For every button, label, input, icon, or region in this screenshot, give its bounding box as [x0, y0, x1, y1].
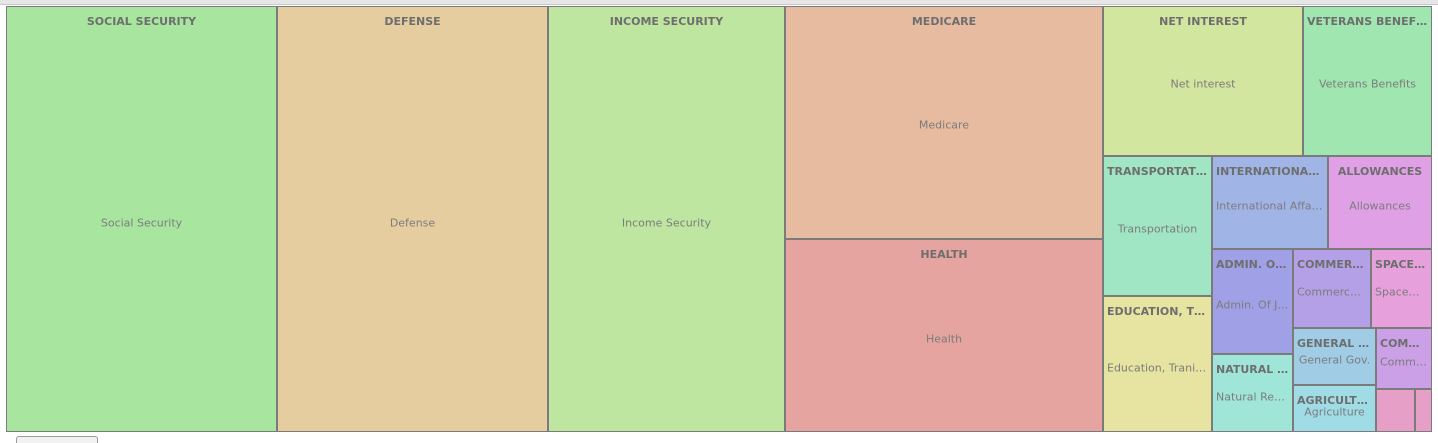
- treemap-cell-natural-resources[interactable]: NATURAL R... Natural Reso...: [1212, 354, 1293, 432]
- treemap-cell-title: INTERNATIONAL A...: [1216, 165, 1327, 178]
- treemap-cell-social-security[interactable]: SOCIAL SECURITY Social Security: [6, 6, 277, 432]
- treemap-cell-label: Transportation: [1117, 222, 1198, 236]
- treemap-cell-title: INCOME SECURITY: [609, 15, 724, 28]
- treemap-cell-transportation[interactable]: TRANSPORTATION Transportation: [1103, 156, 1212, 296]
- treemap-cell-small-b[interactable]: [1415, 389, 1432, 432]
- treemap-cell-health[interactable]: HEALTH Health: [785, 239, 1103, 432]
- treemap-cell-label: Health: [925, 332, 963, 346]
- treemap-cell-title: EDUCATION, TRA...: [1107, 305, 1211, 318]
- treemap-cell-title: ALLOWANCES: [1337, 165, 1423, 178]
- treemap-cell-defense[interactable]: DEFENSE Defense: [277, 6, 548, 432]
- treemap-cell-label: Education, Traning...: [1107, 361, 1211, 375]
- treemap-cell-label: Defense: [389, 216, 436, 230]
- treemap-cell-label: International Affairs: [1216, 199, 1325, 213]
- treemap-cell-label: Admin. Of Ju...: [1216, 298, 1292, 312]
- treemap-cell-title: GENERAL G...: [1297, 337, 1375, 350]
- treemap-cell-net-interest[interactable]: NET INTEREST Net interest: [1103, 6, 1303, 156]
- treemap-cell-admin-of-justice[interactable]: ADMIN. OF ... Admin. Of Ju...: [1212, 249, 1293, 354]
- treemap-cell-medicare[interactable]: MEDICARE Medicare: [785, 6, 1103, 239]
- treemap-chart: SOCIAL SECURITY Social Security DEFENSE Def…: [6, 6, 1432, 432]
- treemap-cell-title: TRANSPORTATION: [1107, 165, 1211, 178]
- treemap-cell-title: COMMERC...: [1297, 258, 1370, 271]
- treemap-cell-title: NET INTEREST: [1159, 15, 1247, 28]
- treemap-cell-agriculture[interactable]: AGRICULTU... Agriculture: [1293, 385, 1376, 432]
- treemap-cell-international-affairs[interactable]: INTERNATIONAL A... International Affairs: [1212, 156, 1328, 249]
- treemap-cell-label: Agriculture: [1304, 405, 1365, 419]
- treemap-cell-label: Veterans Benefits: [1318, 77, 1416, 91]
- treemap-cell-title: MEDICARE: [911, 15, 977, 28]
- treemap-cell-label: Natural Reso...: [1216, 390, 1292, 404]
- treemap-cell-title: HEALTH: [920, 248, 968, 261]
- treemap-cell-title: VETERANS BENEFITS: [1307, 15, 1431, 28]
- treemap-cell-title: SOCIAL SECURITY: [86, 15, 197, 28]
- treemap-cell-education[interactable]: EDUCATION, TRA... Education, Traning...: [1103, 296, 1212, 432]
- treemap-cell-label: Income Security: [621, 216, 712, 230]
- treemap-cell-label: General Gov.: [1298, 353, 1371, 367]
- treemap-cell-label: Social Security: [100, 216, 183, 230]
- top-frame-line: [0, 0, 1438, 5]
- treemap-cell-title: NATURAL R...: [1216, 363, 1292, 376]
- treemap-cell-space[interactable]: SPACE&... Space&T...: [1371, 249, 1432, 328]
- treemap-cell-label: Space&T...: [1375, 285, 1431, 299]
- treemap-cell-title: DEFENSE: [384, 15, 441, 28]
- treemap-cell-label: Allowances: [1349, 199, 1411, 213]
- treemap-cell-community[interactable]: COMM... Commu...: [1376, 328, 1432, 389]
- treemap-cell-general-gov[interactable]: GENERAL G... General Gov.: [1293, 328, 1376, 385]
- treemap-cell-title: COMM...: [1380, 337, 1431, 350]
- treemap-cell-label: Commerce&...: [1297, 285, 1370, 299]
- treemap-cell-small-a[interactable]: [1376, 389, 1415, 432]
- treemap-cell-commerce[interactable]: COMMERC... Commerce&...: [1293, 249, 1371, 328]
- treemap-cell-allowances[interactable]: ALLOWANCES Allowances: [1328, 156, 1432, 249]
- treemap-cell-income-security[interactable]: INCOME SECURITY Income Security: [548, 6, 785, 432]
- treemap-cell-label: Commu...: [1380, 355, 1431, 369]
- treemap-cell-label: Net interest: [1170, 77, 1236, 91]
- treemap-cell-title: SPACE&...: [1375, 258, 1431, 271]
- treemap-cell-veterans-benefits[interactable]: VETERANS BENEFITS Veterans Benefits: [1303, 6, 1432, 156]
- treemap-cell-label: Medicare: [918, 118, 970, 132]
- treemap-cell-title: ADMIN. OF ...: [1216, 258, 1292, 271]
